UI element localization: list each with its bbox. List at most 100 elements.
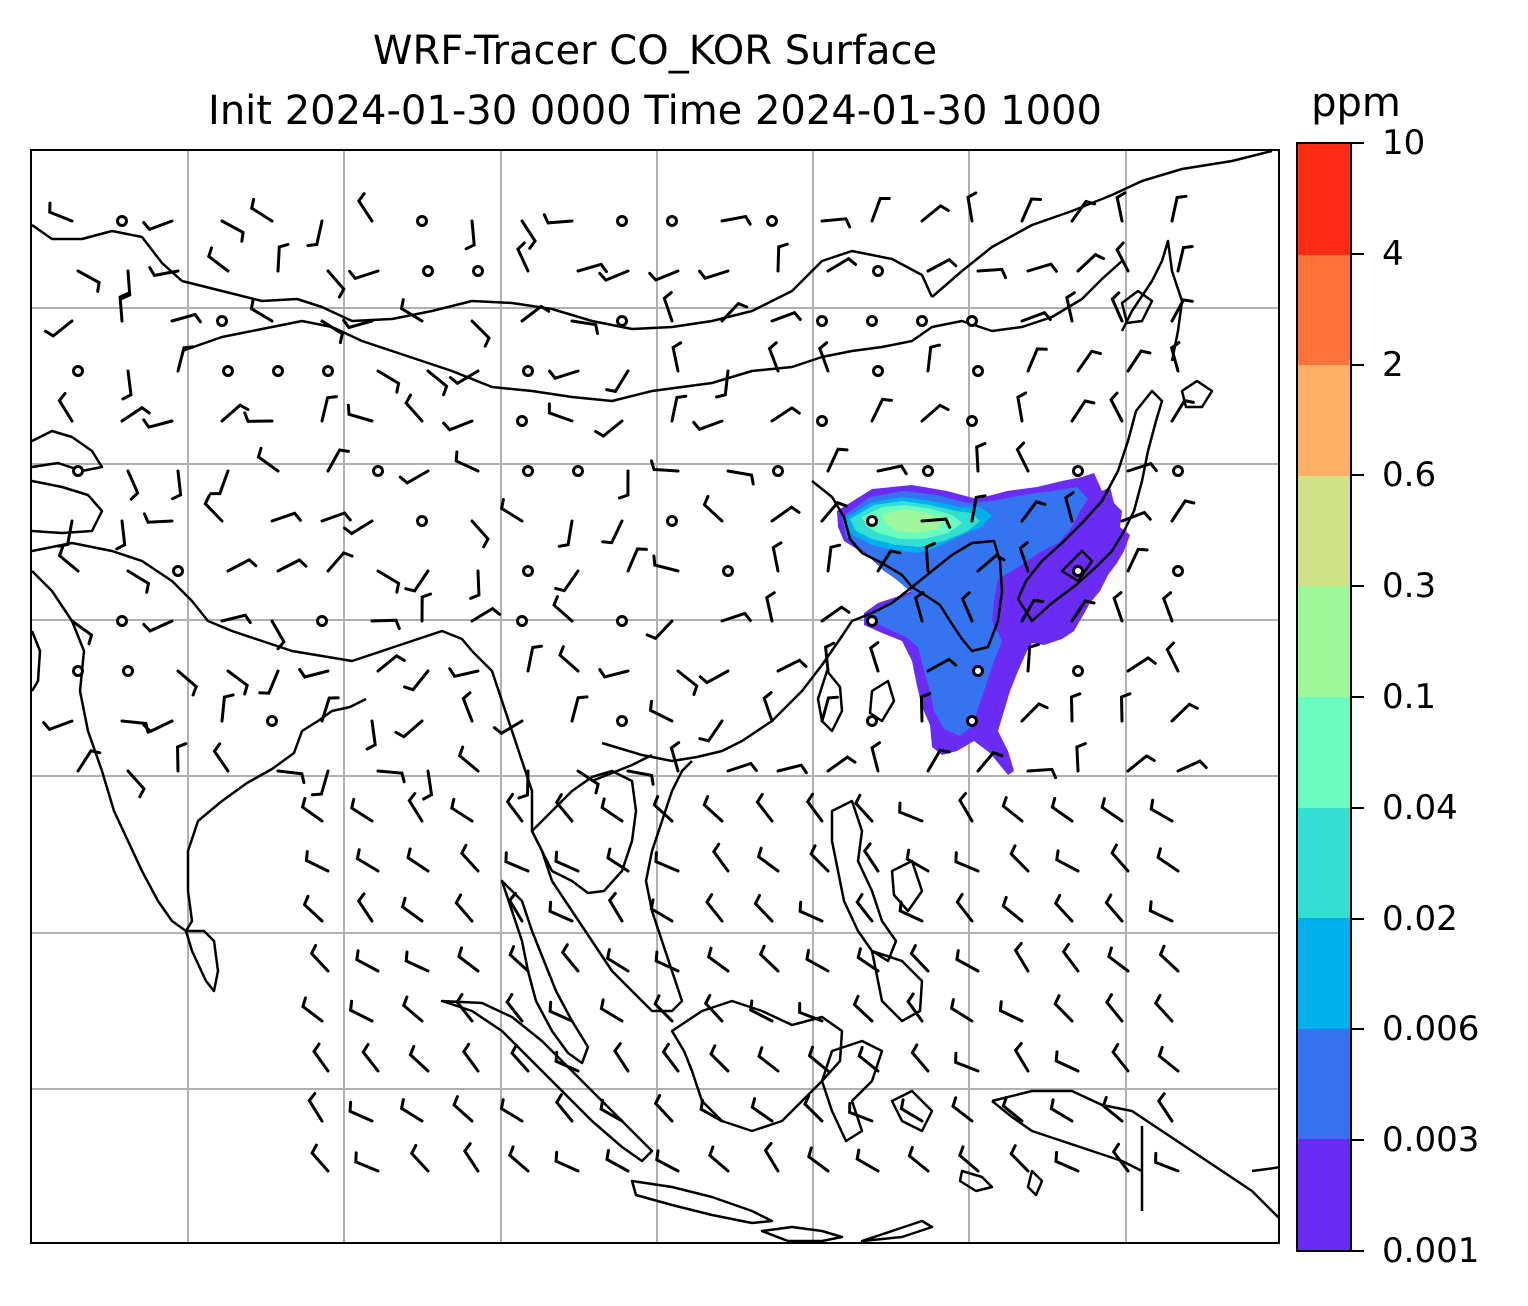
wind-barb <box>870 741 881 773</box>
calm-wind-circle <box>1072 565 1084 577</box>
wind-barb <box>576 262 608 274</box>
wind-barb <box>1001 895 1024 923</box>
wind-barb <box>818 341 830 373</box>
tracer-contour-0.1 <box>882 509 944 533</box>
wind-barb <box>920 203 950 223</box>
wind-barb <box>1009 844 1030 873</box>
calm-wind-circle <box>772 465 784 477</box>
wind-barb <box>220 219 245 243</box>
calm-wind-circle <box>222 365 234 377</box>
wind-barb <box>855 893 874 923</box>
wind-barb <box>243 411 274 423</box>
wind-barb <box>1157 1045 1180 1073</box>
wind-barb <box>626 547 648 573</box>
wind-barb <box>767 341 780 373</box>
colorbar-segment <box>1298 365 1350 476</box>
calm-wind-circle <box>116 215 128 227</box>
wind-barb <box>926 257 958 273</box>
colorbar-tick-label: 0.006 <box>1382 1009 1480 1050</box>
wind-barb <box>57 392 74 423</box>
wind-barb <box>504 851 530 873</box>
wind-barb <box>408 1044 430 1073</box>
calm-wind-circle <box>722 565 734 577</box>
colorbar-tick-label: 0.3 <box>1382 566 1437 607</box>
wind-barb <box>820 217 852 229</box>
wind-barb <box>76 749 102 773</box>
wind-barb <box>554 1150 580 1173</box>
wind-barb <box>499 498 524 523</box>
calm-wind-circle <box>216 315 228 327</box>
calm-wind-circle <box>966 415 978 427</box>
wind-barb <box>298 668 330 679</box>
wind-barb <box>276 558 308 573</box>
wind-barb <box>270 511 302 523</box>
wind-barb <box>1076 349 1102 373</box>
colorbar-tick-label: 10 <box>1382 123 1426 163</box>
wind-barb <box>404 950 430 973</box>
wind-barb <box>605 369 630 394</box>
wind-barb <box>809 844 830 873</box>
colorbar-tick <box>1352 1028 1364 1031</box>
colorbar-tick-label: 2 <box>1382 344 1404 385</box>
wind-barb <box>1026 767 1058 780</box>
wind-barb <box>613 1042 630 1073</box>
wind-barb <box>605 1149 630 1173</box>
wind-barb <box>699 1098 724 1123</box>
calm-wind-circle <box>522 565 534 577</box>
wind-barb <box>505 993 524 1023</box>
calm-wind-circle <box>322 365 334 377</box>
wind-barb <box>370 618 401 631</box>
wind-barb <box>249 298 274 323</box>
wind-barb <box>876 549 902 573</box>
wind-barb <box>1111 1043 1130 1073</box>
wind-barb <box>452 1095 474 1123</box>
wind-barb <box>876 464 908 476</box>
wind-barb <box>976 750 1004 773</box>
wind-barb <box>499 1098 524 1123</box>
wind-barb <box>461 691 474 723</box>
wind-barb <box>422 769 434 801</box>
wind-barb <box>671 341 683 373</box>
wind-barb <box>250 197 274 223</box>
calm-wind-circle <box>572 465 584 477</box>
wind-barb <box>342 318 374 330</box>
wind-barb <box>662 291 674 323</box>
wind-barb <box>598 668 630 679</box>
wind-barb <box>954 851 980 873</box>
wind-barb <box>702 795 724 823</box>
wind-barb <box>176 669 198 697</box>
wind-barb <box>70 619 94 646</box>
wind-barb <box>807 1045 830 1073</box>
calm-wind-circle <box>616 315 628 327</box>
wind-barb <box>310 1143 330 1173</box>
wind-barb <box>1165 641 1180 673</box>
wind-barb <box>1020 598 1045 623</box>
colorbar-tick <box>1352 142 1364 144</box>
wind-barb <box>756 846 780 873</box>
wind-barb <box>554 1050 580 1073</box>
wind-barb <box>400 896 424 923</box>
wind-barb <box>649 898 674 923</box>
wind-barb <box>256 446 280 473</box>
wind-barb <box>960 591 974 623</box>
wind-barb <box>648 269 680 282</box>
wind-barb <box>1020 702 1049 723</box>
wind-barb <box>464 219 476 251</box>
wind-barb <box>852 994 874 1023</box>
wind-barb <box>862 842 880 873</box>
wind-barb <box>120 269 132 301</box>
wind-barb <box>404 393 424 423</box>
wind-barb <box>926 343 941 373</box>
wind-barb <box>708 1145 730 1173</box>
calm-wind-circle <box>416 515 428 527</box>
wind-barb <box>142 219 174 232</box>
wind-barb <box>326 448 350 473</box>
wind-barb <box>406 847 430 873</box>
wind-barb <box>1126 547 1149 573</box>
wind-barb <box>669 741 681 773</box>
wind-barb <box>856 947 880 973</box>
colorbar-tick <box>1352 474 1364 477</box>
calm-wind-circle <box>372 465 384 477</box>
map-panel <box>30 149 1280 1244</box>
wind-barb <box>726 761 758 773</box>
